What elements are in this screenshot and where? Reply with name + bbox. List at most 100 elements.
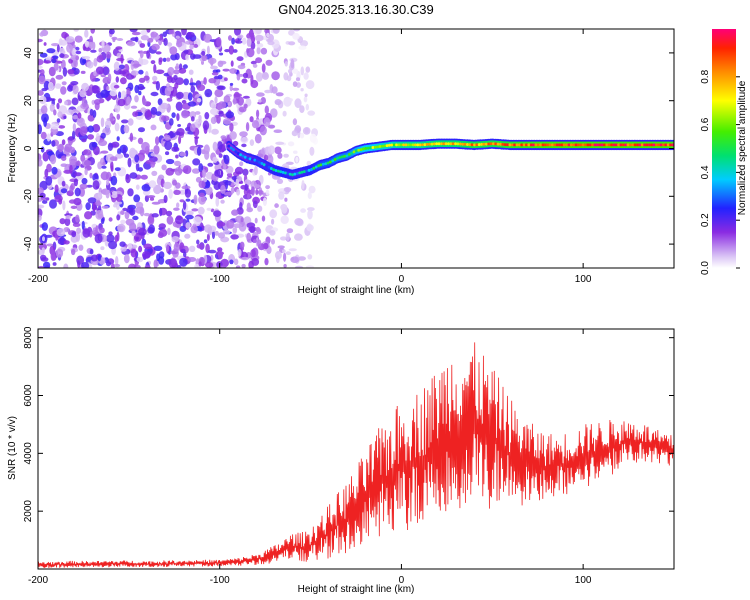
noise-blob [276, 178, 284, 184]
noise-blob [171, 236, 180, 243]
track-core [312, 166, 316, 170]
noise-blob [150, 31, 158, 38]
noise-blob [155, 136, 160, 146]
noise-blob [291, 130, 298, 137]
noise-blob [169, 46, 178, 55]
noise-blob [49, 199, 57, 209]
track-core [274, 169, 278, 172]
track-core [392, 143, 396, 147]
track-core [662, 143, 665, 147]
track-core [440, 142, 443, 146]
noise-blob [190, 225, 198, 234]
noise-blob [130, 60, 135, 71]
noise-blob [222, 229, 231, 235]
noise-blob [185, 214, 194, 220]
noise-blob [207, 249, 217, 254]
track-core [657, 143, 661, 147]
track-core [449, 142, 453, 146]
noise-blob [100, 246, 105, 251]
noise-blob [120, 54, 124, 64]
noise-blob [95, 66, 105, 75]
noise-blob [79, 183, 88, 190]
noise-blob [290, 58, 295, 69]
noise-blob [136, 256, 144, 263]
noise-blob [278, 191, 285, 200]
noise-blob [226, 172, 233, 178]
track-core [458, 142, 462, 146]
noise-blob [226, 219, 235, 229]
track-core [333, 158, 337, 161]
noise-blob [271, 218, 275, 225]
noise-blob [120, 246, 127, 252]
noise-blob [79, 90, 87, 98]
track-core [629, 143, 632, 147]
noise-blob [98, 139, 108, 147]
noise-blob [128, 263, 136, 268]
track-core [659, 143, 663, 147]
noise-blob [217, 101, 227, 109]
noise-blob [290, 256, 300, 264]
y-tick-label: 6000 [23, 384, 34, 407]
noise-blob [102, 66, 110, 76]
noise-blob [62, 200, 66, 211]
noise-blob [214, 169, 221, 177]
noise-blob [206, 233, 210, 241]
noise-blob [81, 56, 91, 60]
noise-blob [38, 159, 43, 167]
noise-blob [232, 87, 240, 91]
noise-blob [38, 90, 44, 96]
noise-blob [40, 254, 47, 261]
noise-blob [303, 72, 309, 80]
noise-blob [215, 197, 220, 207]
noise-blob [206, 207, 212, 211]
noise-blob [138, 245, 143, 253]
noise-blob [75, 214, 80, 223]
track-core [664, 143, 668, 147]
noise-blob [113, 201, 123, 205]
noise-blob [135, 184, 140, 190]
noise-blob [223, 154, 230, 165]
noise-blob [64, 100, 68, 106]
noise-blob [205, 186, 213, 196]
noise-blob [255, 189, 259, 195]
track-core [385, 144, 389, 148]
noise-blob [138, 167, 143, 172]
noise-blob [100, 171, 110, 181]
noise-blob [94, 233, 103, 244]
noise-blob [170, 77, 176, 84]
noise-blob [236, 56, 244, 62]
noise-blob [61, 81, 67, 86]
noise-blob [215, 114, 220, 119]
noise-blob [308, 185, 316, 194]
noise-blob [71, 97, 79, 106]
noise-blob [93, 70, 97, 77]
noise-blob [38, 58, 44, 66]
noise-blob [259, 125, 267, 136]
noise-blob [203, 239, 208, 244]
noise-blob [102, 161, 106, 166]
noise-blob [241, 78, 248, 84]
noise-blob [264, 105, 269, 114]
noise-blob [129, 147, 137, 158]
track-core [404, 143, 408, 147]
noise-blob [256, 92, 265, 97]
noise-blob [126, 96, 131, 105]
noise-blob [292, 68, 299, 74]
noise-blob [99, 227, 105, 234]
track-core [456, 142, 460, 146]
track-core [232, 148, 235, 152]
noise-blob [111, 36, 118, 41]
track-core [383, 144, 387, 148]
track-core [269, 167, 273, 170]
noise-blob [271, 238, 275, 245]
track-core [626, 143, 630, 147]
track-core [548, 143, 552, 147]
noise-blob [155, 80, 160, 91]
noise-blob [105, 51, 112, 59]
noise-blob [210, 65, 218, 70]
noise-blob [166, 86, 174, 92]
noise-blob [222, 118, 232, 125]
noise-blob [84, 29, 89, 38]
noise-blob [239, 131, 248, 138]
